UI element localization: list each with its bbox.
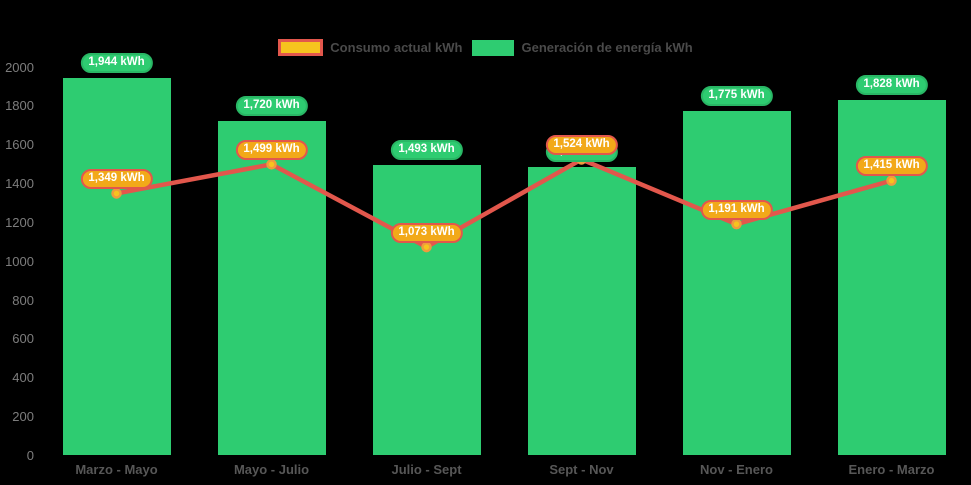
line-point-marker[interactable] [421,241,432,253]
bar-value-label: 1,775 kWh [700,85,773,106]
consumo-swatch-icon [278,39,324,56]
y-axis-tick-label: 1000 [5,253,34,269]
bar-value-label: 1,944 kWh [80,52,153,73]
line-value-label: 1,349 kWh [80,168,153,189]
line-value-label: 1,415 kWh [855,156,928,177]
bar-generacion-energia[interactable] [527,167,636,456]
line-value-label: 1,524 kWh [545,134,618,155]
chart-legend: Consumo actual kWh Generación de energía… [0,39,971,56]
legend-item-generacion[interactable]: Generación de energía kWh [472,39,693,56]
line-point-marker[interactable] [731,218,742,230]
y-axis-tick-label: 0 [26,448,34,463]
line-value-label: 1,191 kWh [700,199,773,220]
x-axis-category-label: Marzo - Mayo [75,462,158,477]
y-axis-tick-label: 1400 [5,176,34,192]
y-axis-tick-label: 800 [12,292,34,308]
bar-generacion-energia[interactable] [682,110,791,456]
y-axis-tick-label: 1800 [5,98,34,114]
y-axis-tick-label: 600 [12,331,34,347]
x-axis-category-label: Julio - Sept [391,462,462,477]
legend-item-consumo[interactable]: Consumo actual kWh [278,39,462,56]
line-value-label: 1,073 kWh [390,222,463,243]
x-axis-category-label: Mayo - Julio [233,462,310,477]
x-axis-category-label: Sept - Nov [549,462,614,477]
bar-generacion-energia[interactable] [217,121,326,456]
x-axis-category-label: Enero - Marzo [848,462,935,477]
x-axis-category-label: Nov - Enero [700,462,773,477]
consumo-line [114,157,894,250]
bar-generacion-energia[interactable] [372,165,481,456]
generacion-swatch-icon [472,39,515,56]
y-axis-tick-label: 1600 [5,137,34,153]
line-point-marker[interactable] [111,188,122,199]
y-axis-tick-label: 200 [12,409,34,425]
line-point-marker[interactable] [886,175,897,186]
y-axis-tick-label: 1200 [5,214,34,230]
bar-value-label: 1,493 kWh [390,140,463,161]
y-axis-tick-label: 400 [12,370,34,386]
line-value-label: 1,499 kWh [235,139,308,160]
legend-label-generacion: Generación de energía kWh [521,40,693,55]
bar-value-label: 1,720 kWh [235,96,308,117]
bar-generacion-energia[interactable] [62,77,171,456]
bar-value-label: 1,828 kWh [855,75,928,96]
y-axis-tick-label: 2000 [5,59,34,75]
legend-label-consumo: Consumo actual kWh [330,40,463,55]
line-point-marker[interactable] [266,159,277,170]
